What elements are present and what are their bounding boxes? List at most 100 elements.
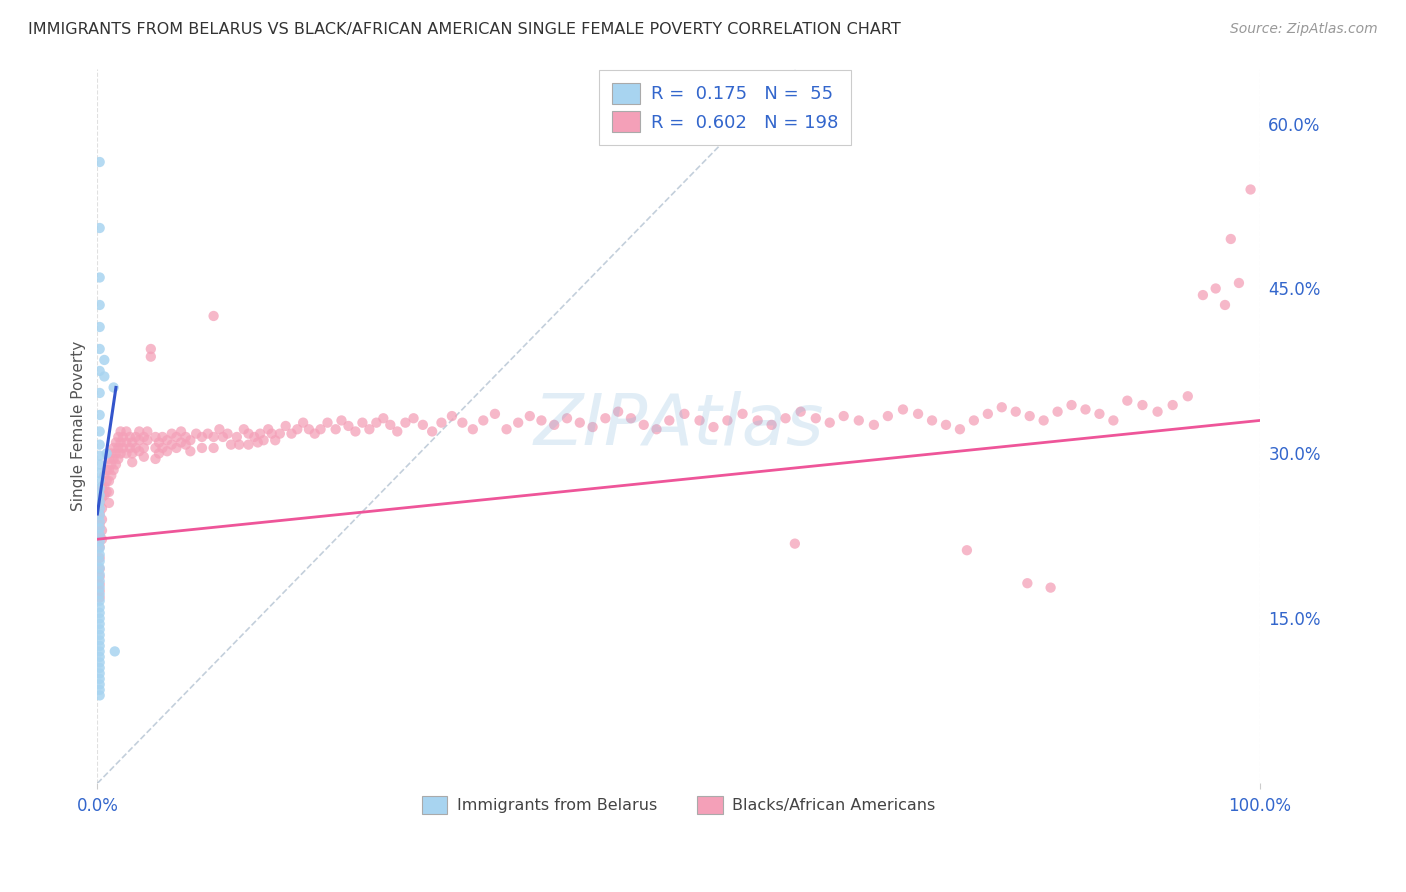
Point	[298, 422, 321, 436]
Point	[89, 221, 111, 235]
Point	[789, 404, 811, 418]
Point	[107, 441, 129, 455]
Point	[1177, 389, 1199, 403]
Point	[316, 416, 339, 430]
Point	[152, 430, 174, 444]
Point	[264, 434, 287, 448]
Point	[96, 474, 118, 488]
Point	[818, 416, 841, 430]
Point	[103, 463, 125, 477]
Point	[91, 533, 114, 547]
Point	[89, 449, 111, 463]
Point	[148, 446, 170, 460]
Point	[775, 411, 797, 425]
Point	[89, 437, 111, 451]
Point	[96, 485, 118, 500]
Point	[156, 434, 179, 448]
Point	[891, 402, 914, 417]
Point	[232, 422, 254, 436]
Point	[191, 430, 214, 444]
Point	[1060, 398, 1083, 412]
Point	[91, 524, 114, 538]
Point	[394, 416, 416, 430]
Point	[121, 455, 143, 469]
Point	[186, 426, 208, 441]
Point	[98, 485, 121, 500]
Point	[89, 577, 111, 591]
Point	[91, 501, 114, 516]
Point	[260, 426, 283, 441]
Point	[89, 320, 111, 334]
Point	[125, 441, 148, 455]
Point	[337, 419, 360, 434]
Point	[495, 422, 517, 436]
Point	[212, 430, 235, 444]
Point	[89, 517, 111, 532]
Point	[89, 628, 111, 642]
Point	[219, 437, 242, 451]
Point	[156, 444, 179, 458]
Point	[191, 441, 214, 455]
Point	[280, 426, 302, 441]
Point	[89, 364, 111, 378]
Point	[257, 422, 280, 436]
Point	[991, 401, 1014, 415]
Point	[217, 426, 239, 441]
Point	[607, 404, 630, 418]
Point	[104, 446, 127, 460]
Point	[202, 441, 225, 455]
Point	[89, 554, 111, 568]
Point	[89, 550, 111, 565]
Point	[91, 512, 114, 526]
Point	[89, 408, 111, 422]
Point	[292, 416, 315, 430]
Point	[921, 413, 943, 427]
Point	[104, 435, 127, 450]
Point	[89, 488, 111, 502]
Point	[89, 534, 111, 549]
Point	[145, 441, 167, 455]
Point	[249, 426, 271, 441]
Point	[121, 435, 143, 450]
Point	[197, 426, 219, 441]
Point	[658, 413, 681, 427]
Point	[208, 422, 231, 436]
Point	[132, 430, 155, 444]
Text: IMMIGRANTS FROM BELARUS VS BLACK/AFRICAN AMERICAN SINGLE FEMALE POVERTY CORRELAT: IMMIGRANTS FROM BELARUS VS BLACK/AFRICAN…	[28, 22, 901, 37]
Point	[89, 581, 111, 595]
Point	[100, 468, 122, 483]
Point	[89, 639, 111, 653]
Point	[1039, 581, 1062, 595]
Point	[128, 425, 150, 439]
Point	[202, 430, 225, 444]
Point	[110, 446, 132, 460]
Point	[89, 528, 111, 542]
Point	[472, 413, 495, 427]
Point	[115, 435, 138, 450]
Point	[366, 416, 388, 430]
Point	[1102, 413, 1125, 427]
Point	[145, 430, 167, 444]
Point	[731, 407, 754, 421]
Point	[430, 416, 453, 430]
Y-axis label: Single Female Poverty: Single Female Poverty	[72, 341, 86, 511]
Point	[104, 458, 127, 472]
Point	[1192, 288, 1215, 302]
Point	[702, 420, 724, 434]
Point	[440, 409, 463, 423]
Point	[963, 413, 986, 427]
Point	[304, 426, 326, 441]
Point	[160, 426, 183, 441]
Point	[89, 474, 111, 488]
Point	[633, 417, 655, 432]
Point	[309, 422, 332, 436]
Point	[581, 420, 603, 434]
Point	[107, 452, 129, 467]
Point	[165, 441, 187, 455]
Point	[89, 656, 111, 670]
Point	[461, 422, 484, 436]
Point	[89, 458, 111, 472]
Point	[89, 689, 111, 703]
Point	[160, 437, 183, 451]
Point	[89, 529, 111, 543]
